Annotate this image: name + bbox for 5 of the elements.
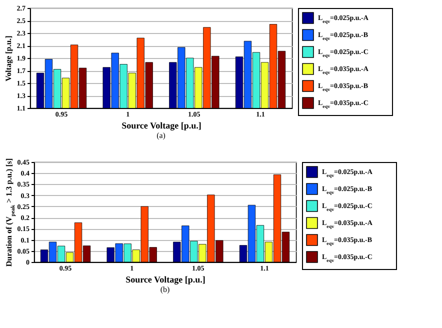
x-axis-title: Source Voltage [p.u.] xyxy=(126,274,206,284)
x-axis-title: Source Voltage [p.u.] xyxy=(122,120,202,130)
text: (b) xyxy=(160,285,170,294)
y-axis-title: Voltage [p.u.] xyxy=(4,35,13,82)
text: (a) xyxy=(156,131,166,140)
